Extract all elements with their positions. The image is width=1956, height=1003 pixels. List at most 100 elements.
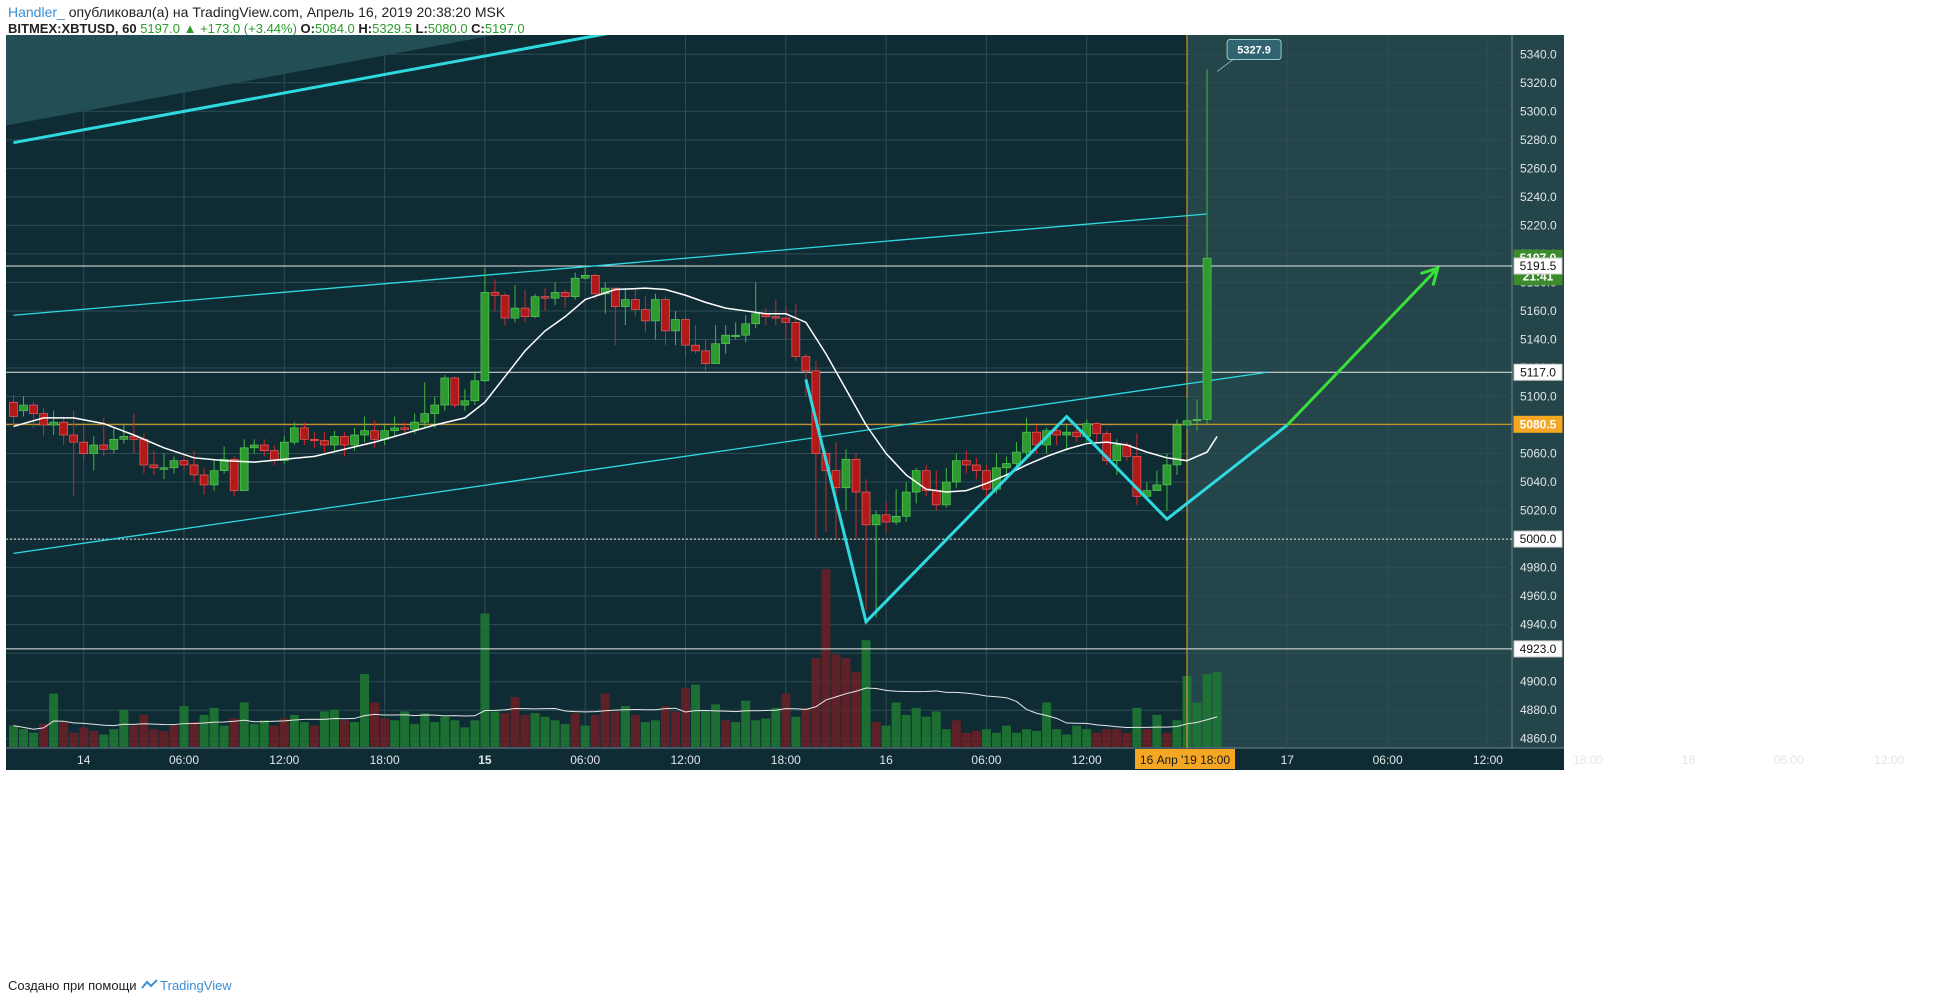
candle [811,360,821,540]
volume-bar [1202,674,1212,747]
tradingview-link[interactable]: TradingView [160,978,232,993]
volume-bar [480,613,490,747]
volume-bar [640,722,650,747]
volume-bar [570,713,580,747]
candle [1192,399,1202,431]
x-tick-label: 17 [1281,753,1295,767]
candle-body [671,319,680,332]
candle [420,382,430,428]
volume-bar [1072,725,1082,747]
candle [159,453,169,480]
candle [109,427,119,454]
volume-ma-line [13,687,1218,730]
volume-bar [901,714,911,747]
current-time-label: 16 Апр '19 18:00 [1140,753,1231,767]
candle-body [550,292,560,299]
volume-bar [871,722,881,747]
y-tick-label: 5340.0 [1520,47,1557,61]
x-tick-label: 18:00 [370,753,400,767]
candle [520,289,530,323]
low-label: L: [415,21,428,36]
x-tick-label: 12:00 [670,753,700,767]
tradingview-logo-icon[interactable] [140,978,160,993]
candle-body [189,464,199,476]
candle-body [781,317,791,323]
candle [721,325,730,354]
candle [1172,419,1182,475]
volume-bar [580,725,590,747]
candle [671,310,680,346]
candle-body [340,436,349,446]
price-change: ▲ +173.0 (+3.44%) [183,21,297,36]
candle [972,457,981,480]
volume-bar [530,713,540,747]
candle-body [360,430,369,436]
x-tick-label: 18:00 [771,753,801,767]
candle-body [129,436,139,440]
high-callout-leader [1216,59,1234,72]
volume-bar [961,732,971,747]
candle [430,396,440,428]
candle-body [239,447,249,491]
volume-bar [911,707,921,747]
candle-body [791,322,801,357]
candle-body [841,458,851,489]
symbol-label[interactable]: BITMEX:XBTUSD, 60 [8,21,137,36]
candle [1002,456,1011,477]
y-tick-label: 5140.0 [1520,332,1557,346]
volume-bar [1212,672,1222,747]
volume-bar [1192,702,1202,747]
x-tick-label: 12:00 [1473,753,1503,767]
volume-bar [841,658,851,747]
candle [751,282,761,329]
candle-body [460,400,470,406]
candle [29,402,38,428]
candle-body [410,421,420,430]
candle-body [941,481,951,506]
volume-bar [400,711,410,747]
candle-body [681,319,690,346]
candle [320,432,329,453]
candle [450,376,460,408]
candle [1022,417,1031,457]
volume-bar [751,720,761,747]
candle-body [982,470,991,490]
candle [861,479,871,611]
candle [229,456,239,497]
last-price: 5197.0 [140,21,180,36]
y-tick-label: 5040.0 [1520,475,1557,489]
candle-body [300,427,309,440]
candle [851,453,861,540]
volume-bar [460,727,470,747]
author-link[interactable]: Handler_ [8,4,65,20]
moving-average-line [13,287,1218,493]
candle-body [249,444,259,449]
candle-body [1202,257,1212,420]
candle [460,389,470,411]
volume-bar [971,730,981,747]
candle [681,316,690,357]
candle-body [881,514,891,523]
candle-body [400,427,409,430]
volume-bar [731,722,741,747]
candle [841,449,851,511]
volume-bar [49,693,59,747]
candle-body [280,441,289,461]
volume-bar [811,658,821,747]
candle [1162,453,1172,511]
forecast-arrow-shaft [1286,267,1439,427]
candle-body [99,444,109,450]
candle-body [370,430,379,440]
candle-body [952,460,961,483]
volume-bar [29,732,39,747]
volume-bar [831,654,841,747]
candle [891,489,901,525]
candle-body [731,334,740,337]
volume-bar [791,716,801,747]
candle [941,467,951,508]
candle-body [500,294,510,319]
y-tick-label: 5300.0 [1520,104,1557,118]
volume-bar [1001,725,1011,747]
volume-bar [1172,720,1182,747]
